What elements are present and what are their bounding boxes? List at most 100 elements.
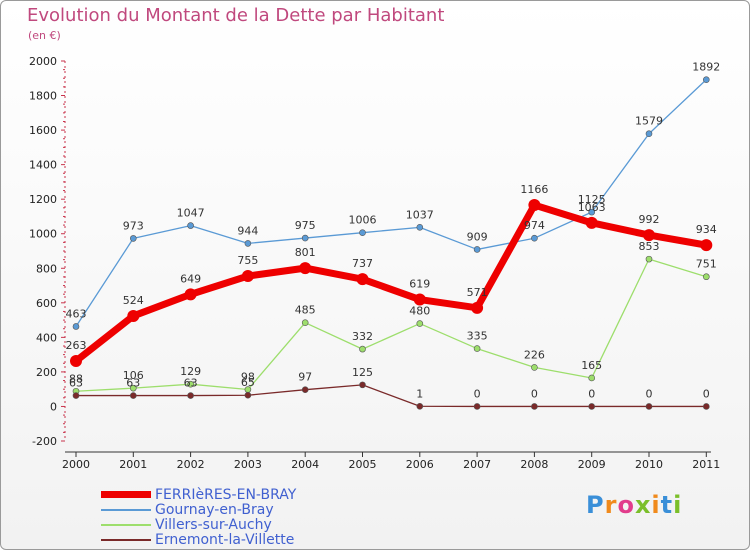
data-point-ferri-res-en-bray xyxy=(528,199,541,212)
data-point-ernemont-la-villette xyxy=(359,381,366,389)
data-label-ferri-res-en-bray: 1063 xyxy=(578,201,606,214)
data-point-ernemont-la-villette xyxy=(531,403,538,410)
data-point-ernemont-la-villette xyxy=(244,391,252,399)
data-point-gournay-en-bray xyxy=(72,323,80,330)
data-label-gournay-en-bray: 1006 xyxy=(349,214,377,227)
data-point-ernemont-la-villette xyxy=(130,392,137,399)
data-label-ferri-res-en-bray: 263 xyxy=(66,339,87,352)
legend-label: Villers-sur-Auchy xyxy=(155,517,272,533)
data-label-ferri-res-en-bray: 649 xyxy=(180,272,201,285)
chart-subtitle: (en €) xyxy=(28,29,61,42)
x-tick-label: 2002 xyxy=(177,458,205,471)
data-point-ernemont-la-villette xyxy=(588,403,596,410)
data-point-ernemont-la-villette xyxy=(702,403,710,410)
y-tick-label: 800 xyxy=(36,262,57,275)
legend-label: FERRIèRES-EN-BRAY xyxy=(155,487,297,503)
data-point-villers-sur-auchy xyxy=(588,374,596,382)
data-label-gournay-en-bray: 463 xyxy=(66,307,87,320)
y-tick-label: 1800 xyxy=(29,90,57,103)
data-label-ernemont-la-villette: 65 xyxy=(241,376,255,389)
data-point-gournay-en-bray xyxy=(473,246,481,253)
data-label-ernemont-la-villette: 63 xyxy=(69,377,83,390)
data-label-ferri-res-en-bray: 755 xyxy=(237,254,258,267)
data-point-villers-sur-auchy xyxy=(130,384,137,392)
data-label-ferri-res-en-bray: 992 xyxy=(639,213,660,226)
data-point-gournay-en-bray xyxy=(588,208,596,216)
data-label-villers-sur-auchy: 485 xyxy=(295,304,316,317)
data-point-villers-sur-auchy xyxy=(531,364,538,371)
data-label-ernemont-la-villette: 97 xyxy=(298,371,312,384)
data-label-ernemont-la-villette: 1 xyxy=(416,387,423,400)
logo-letter: t xyxy=(660,491,674,519)
data-label-gournay-en-bray: 1047 xyxy=(177,207,205,220)
data-label-gournay-en-bray: 1037 xyxy=(406,208,434,221)
data-point-ferri-res-en-bray xyxy=(184,288,197,301)
logo-letter: r xyxy=(604,491,618,519)
data-label-villers-sur-auchy: 480 xyxy=(409,305,430,318)
y-tick-label: 2000 xyxy=(29,55,57,68)
data-label-ernemont-la-villette: 0 xyxy=(531,387,538,400)
data-label-villers-sur-auchy: 129 xyxy=(180,365,201,378)
data-point-gournay-en-bray xyxy=(244,240,252,247)
data-point-villers-sur-auchy xyxy=(416,320,424,327)
legend-swatch xyxy=(101,509,151,511)
data-point-gournay-en-bray xyxy=(416,224,424,231)
data-label-ferri-res-en-bray: 737 xyxy=(352,257,373,270)
x-tick-label: 2004 xyxy=(291,458,319,471)
y-tick-label: 1000 xyxy=(29,228,57,241)
series-line-villers-sur-auchy xyxy=(75,258,707,392)
data-point-gournay-en-bray xyxy=(645,130,653,138)
data-point-ferri-res-en-bray xyxy=(700,239,713,252)
data-point-gournay-en-bray xyxy=(359,229,366,236)
data-label-villers-sur-auchy: 853 xyxy=(639,240,660,253)
data-point-ernemont-la-villette xyxy=(473,403,481,410)
y-tick-label: 400 xyxy=(36,331,57,344)
data-label-ferri-res-en-bray: 801 xyxy=(295,246,316,259)
logo-letter: i xyxy=(651,491,661,519)
x-tick-label: 2010 xyxy=(635,458,663,471)
x-tick-label: 2003 xyxy=(234,458,262,471)
data-label-ernemont-la-villette: 63 xyxy=(184,377,198,390)
data-label-gournay-en-bray: 944 xyxy=(237,224,258,237)
y-tick-label: 1600 xyxy=(29,124,57,137)
data-label-ernemont-la-villette: 0 xyxy=(474,387,481,400)
data-label-gournay-en-bray: 1579 xyxy=(635,115,663,128)
x-tick-label: 2008 xyxy=(520,458,548,471)
data-point-ferri-res-en-bray xyxy=(643,229,655,242)
x-tick-label: 2011 xyxy=(692,458,720,471)
data-point-gournay-en-bray xyxy=(301,234,309,242)
data-label-villers-sur-auchy: 106 xyxy=(123,369,144,382)
x-tick-label: 2009 xyxy=(578,458,606,471)
data-label-ferri-res-en-bray: 1166 xyxy=(520,183,548,196)
series-line-gournay-en-bray xyxy=(75,79,707,328)
data-label-gournay-en-bray: 975 xyxy=(295,219,316,232)
data-point-ferri-res-en-bray xyxy=(471,301,484,314)
data-label-gournay-en-bray: 909 xyxy=(467,230,488,243)
data-label-ernemont-la-villette: 125 xyxy=(352,366,373,379)
logo-letter: o xyxy=(617,491,635,519)
logo-letter: x xyxy=(634,491,652,519)
x-tick-label: 2005 xyxy=(349,458,377,471)
x-tick-label: 2006 xyxy=(406,458,434,471)
x-tick-label: 2000 xyxy=(62,458,90,471)
legend-swatch xyxy=(101,539,151,541)
data-label-gournay-en-bray: 1892 xyxy=(692,61,720,74)
data-point-villers-sur-auchy xyxy=(645,255,653,263)
data-point-ernemont-la-villette xyxy=(416,402,424,410)
data-point-ernemont-la-villette xyxy=(187,392,194,399)
data-label-ferri-res-en-bray: 524 xyxy=(123,294,144,307)
logo-letter: P xyxy=(586,491,605,519)
data-point-gournay-en-bray xyxy=(702,76,710,83)
legend-label: Gournay-en-Bray xyxy=(155,502,274,518)
logo-letter: i xyxy=(673,491,683,519)
data-point-villers-sur-auchy xyxy=(359,345,366,353)
data-point-ferri-res-en-bray xyxy=(585,216,598,229)
data-point-gournay-en-bray xyxy=(130,235,137,242)
data-point-villers-sur-auchy xyxy=(187,380,194,388)
legend-swatch xyxy=(101,491,151,498)
y-tick-label: 200 xyxy=(36,366,57,379)
x-tick-label: 2007 xyxy=(463,458,491,471)
y-tick-label: 600 xyxy=(36,297,57,310)
